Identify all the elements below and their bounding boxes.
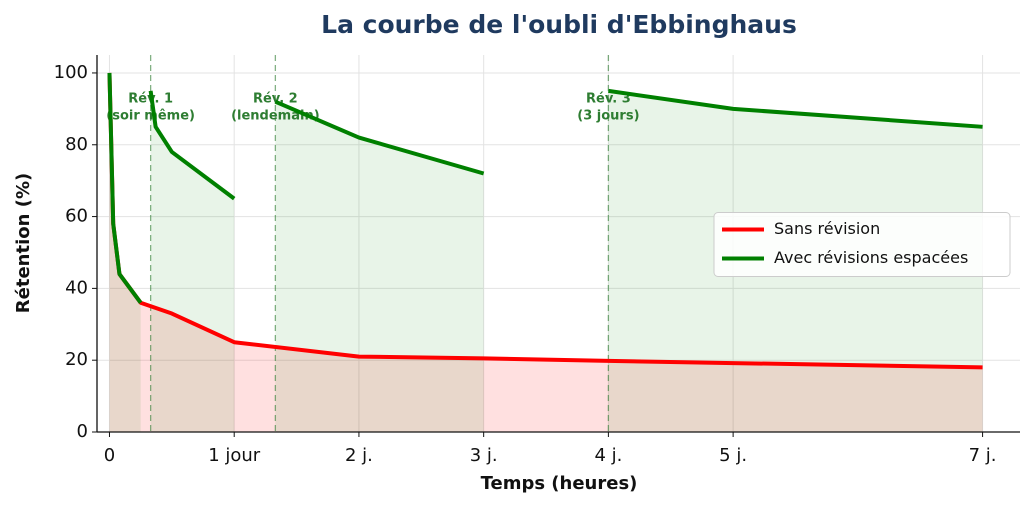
x-tick-label: 7 j. [969, 445, 997, 466]
x-tick-label: 1 jour [208, 445, 261, 466]
y-axis-label: Rétention (%) [13, 173, 34, 313]
revision-label: Rév. 2 [253, 92, 298, 107]
legend-label: Sans révision [774, 219, 880, 238]
y-tick-label: 0 [77, 421, 88, 442]
x-axis-label: Temps (heures) [481, 473, 638, 494]
revision-label: Rév. 3 [586, 92, 631, 107]
line [107, 72, 143, 304]
x-tick-label: 5 j. [719, 445, 747, 466]
legend-box [713, 212, 1011, 277]
x-tick-label: 3 j. [470, 445, 498, 466]
area-fill [150, 90, 235, 433]
x-tick-label: 4 j. [594, 445, 622, 466]
line [274, 99, 485, 176]
legend-label: Avec révisions espacées [774, 248, 968, 267]
y-tick-label: 100 [54, 62, 88, 83]
y-tick-label: 80 [65, 134, 88, 155]
line [608, 88, 983, 129]
area-fill [109, 72, 141, 432]
revision-label: (3 jours) [577, 109, 639, 124]
x-tick-label: 2 j. [345, 445, 373, 466]
y-tick-label: 20 [65, 349, 88, 370]
x-tick-label: 0 [104, 445, 115, 466]
legend: Sans révision Avec révisions espacées [713, 212, 1011, 277]
y-tick-label: 40 [65, 277, 88, 298]
chart-title: La courbe de l'oubli d'Ebbinghaus [321, 10, 797, 39]
line [148, 90, 236, 201]
area-fill [275, 101, 484, 432]
revision-label: (soir même) [106, 109, 195, 124]
y-tick-label: 60 [65, 206, 88, 227]
